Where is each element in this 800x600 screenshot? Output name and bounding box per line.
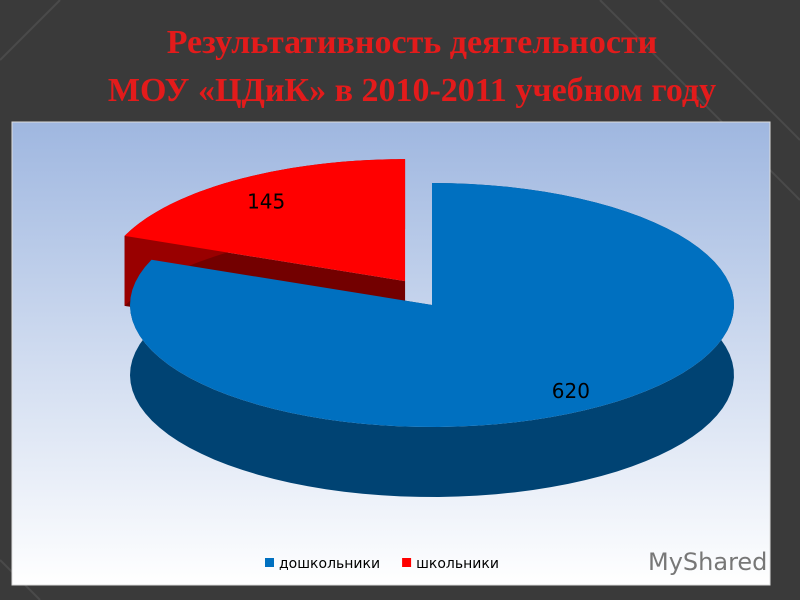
slice <box>130 183 734 427</box>
slice <box>124 159 406 282</box>
title-line: МОУ «ЦДиК» в 2010-2011 учебном году <box>108 72 716 109</box>
title-line: Результативность деятельности <box>167 24 658 61</box>
legend-label: дошкольники <box>279 556 380 572</box>
data-label: 620 <box>552 379 590 403</box>
pie: 620 145 <box>124 159 734 497</box>
legend: дошкольники школьники <box>265 556 499 572</box>
data-label: 145 <box>247 189 285 213</box>
legend-label: школьники <box>416 556 499 572</box>
watermark: MyShared <box>648 548 767 576</box>
legend-swatch <box>265 558 274 567</box>
legend-swatch <box>402 558 412 567</box>
